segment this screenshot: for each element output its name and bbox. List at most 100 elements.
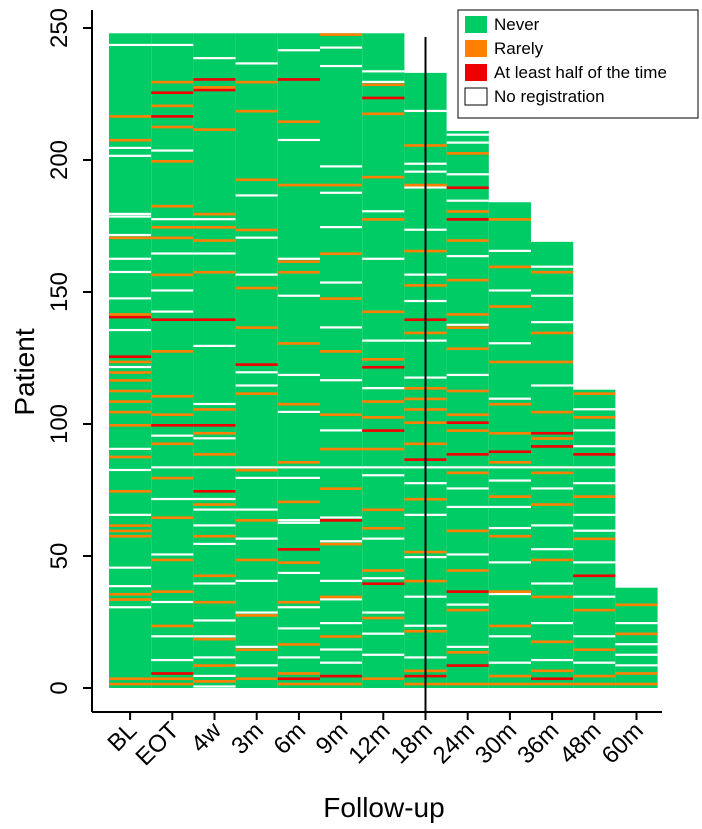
cell-none [320,64,363,68]
cell-rarely [320,297,363,300]
cell-none [531,658,574,662]
cell-rarely [193,680,236,683]
cell-rarely [109,424,152,427]
cell-none [151,497,194,501]
legend-swatch-never [465,16,487,33]
cell-rarely [277,600,320,604]
cell-none [235,508,278,511]
legend-frame [457,9,699,119]
cell-none [320,622,363,625]
cell-none [235,62,278,65]
cell-none [320,516,363,519]
cell-rarely [615,682,658,686]
cell-none [531,548,574,551]
legend-swatch-none [464,87,488,106]
cell-half [362,582,405,586]
cell-rarely [235,519,278,522]
cell-rarely [109,138,152,142]
cell-half [446,664,489,667]
cell-none [193,656,236,659]
cell-rarely [109,455,152,459]
cell-rarely [277,260,320,263]
cell-rarely [488,590,531,593]
cell-none [531,466,574,469]
cell-none [277,571,320,575]
cell-none [277,606,320,609]
cell-rarely [151,677,194,681]
cell-none [109,154,152,157]
cell-rarely [446,682,489,686]
cell-none [109,146,152,149]
cell-none [362,653,405,656]
y-axis-ticks: 0 50 100 150 200 250 [46,8,92,695]
cell-rarely [277,120,320,124]
cell-none [109,513,152,516]
cell-rarely [531,669,574,673]
cell-none [362,80,405,83]
cell-none [573,445,616,448]
cell-half [109,355,152,358]
cell-rarely [235,326,278,329]
cell-none [573,529,616,532]
cell-none [193,542,236,545]
cell-none [320,429,363,432]
cell-rarely [109,400,152,403]
cell-none [362,537,405,540]
cell-rarely [193,600,236,604]
cell-half [531,677,574,681]
x-tick-label: 60m [597,717,649,769]
cell-rarely [151,476,194,480]
cell-none [235,476,278,479]
cell-none [362,466,405,469]
column-BL [109,33,152,688]
cell-rarely [362,358,405,361]
cell-rarely [573,608,616,612]
cell-rarely [531,331,574,335]
cell-rarely [193,239,236,242]
cell-none [193,57,236,60]
cell-none [531,487,574,490]
cell-rarely [488,624,531,628]
cell-rarely [193,226,236,229]
cell-rarely [109,360,152,364]
cell-rarely [109,115,152,118]
cell-rarely [320,350,363,353]
cell-none [151,289,194,292]
y-axis-title: Patient [9,328,40,415]
cell-rarely [615,603,658,607]
column-30m [488,202,531,689]
cell-rarely [362,416,405,419]
cell-none [320,661,363,664]
x-tick-label: 4w [186,717,227,758]
cell-none [488,342,531,345]
cell-rarely [320,413,363,417]
cell-none [193,582,236,585]
cell-rarely [235,392,278,395]
cell-half [446,590,489,593]
cell-none [573,561,616,564]
cell-none [488,397,531,400]
cell-rarely [235,468,278,472]
cell-half [193,78,236,81]
cell-none [362,474,405,477]
cell-none [151,252,194,255]
y-tick-label: 100 [46,404,73,444]
cell-rarely [531,503,574,506]
cell-rarely [235,286,278,290]
cell-rarely [109,371,152,374]
cell-rarely [109,379,152,382]
cell-rarely [320,252,363,256]
cell-half [320,519,363,522]
cell-rarely [488,360,531,364]
cell-rarely [109,529,152,533]
cell-rarely [277,342,320,345]
cell-none [573,429,616,432]
cell-block-never [193,33,236,688]
cell-rarely [573,674,616,678]
cell-half [193,88,236,92]
cell-rarely [151,682,194,686]
legend-swatch-half [465,64,487,81]
cell-rarely [446,347,489,351]
cell-rarely [488,402,531,406]
cell-none [109,468,152,472]
